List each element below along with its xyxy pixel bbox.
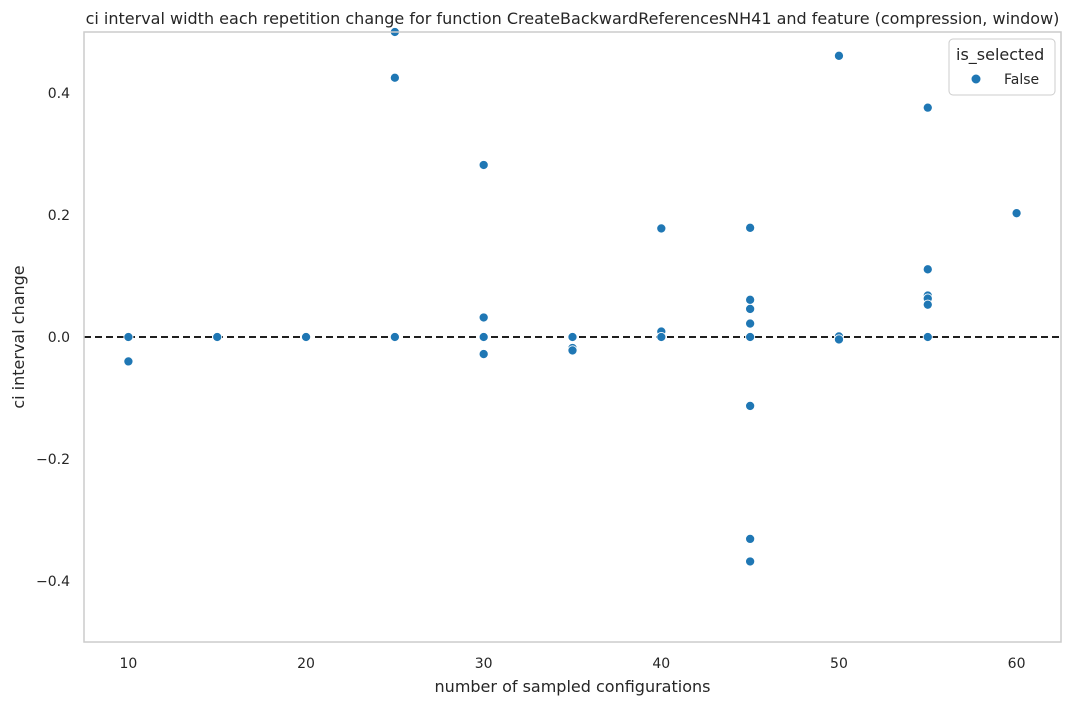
legend-label-false: False: [1004, 72, 1039, 88]
data-point: [212, 331, 223, 343]
data-point: [745, 303, 756, 314]
x-tick-label: 20: [297, 656, 315, 672]
legend: is_selected False: [948, 38, 1056, 96]
data-point: [478, 349, 489, 360]
axis-ticks: 10 20 30 40 50 60 0.4 0.2 0.0 −0.2 −0.4: [36, 86, 1026, 672]
data-point: [478, 312, 489, 323]
data-point: [567, 345, 578, 356]
data-point: [745, 331, 756, 343]
x-tick-label: 60: [1008, 656, 1026, 672]
data-point: [922, 102, 933, 113]
x-tick-label: 40: [652, 656, 670, 672]
data-point: [389, 331, 400, 343]
x-tick-label: 30: [475, 656, 493, 672]
data-point: [300, 331, 312, 343]
y-tick-label: −0.4: [36, 574, 70, 590]
y-tick-label: 0.0: [48, 330, 70, 346]
plot-frame: [83, 31, 1062, 643]
x-tick-label: 50: [830, 656, 848, 672]
data-point: [745, 294, 756, 305]
chart-title: ci interval width each repetition change…: [86, 9, 1060, 28]
legend-marker-false: [970, 73, 982, 85]
data-point: [922, 331, 933, 343]
data-point: [656, 223, 667, 234]
legend-title: is_selected: [956, 45, 1044, 65]
data-point: [745, 318, 756, 329]
x-tick-label: 10: [119, 656, 137, 672]
x-axis-title: number of sampled configurations: [435, 677, 711, 696]
data-point: [833, 50, 845, 61]
data-point: [745, 400, 756, 411]
data-point: [478, 331, 489, 343]
data-point: [478, 159, 489, 171]
y-tick-label: 0.2: [48, 208, 70, 224]
data-point: [922, 264, 933, 275]
data-point: [922, 299, 933, 310]
data-point: [1011, 208, 1022, 219]
data-point: [123, 331, 134, 343]
data-point: [745, 222, 756, 233]
data-point: [656, 331, 667, 343]
data-point: [745, 556, 756, 567]
data-point: [745, 533, 756, 544]
data-point: [123, 356, 134, 367]
data-point: [833, 334, 845, 345]
y-tick-label: 0.4: [48, 86, 70, 102]
data-point: [567, 331, 578, 343]
data-points: [123, 26, 1022, 567]
y-axis-title: ci interval change: [9, 265, 28, 408]
data-point: [389, 72, 400, 83]
y-tick-label: −0.2: [36, 452, 70, 468]
